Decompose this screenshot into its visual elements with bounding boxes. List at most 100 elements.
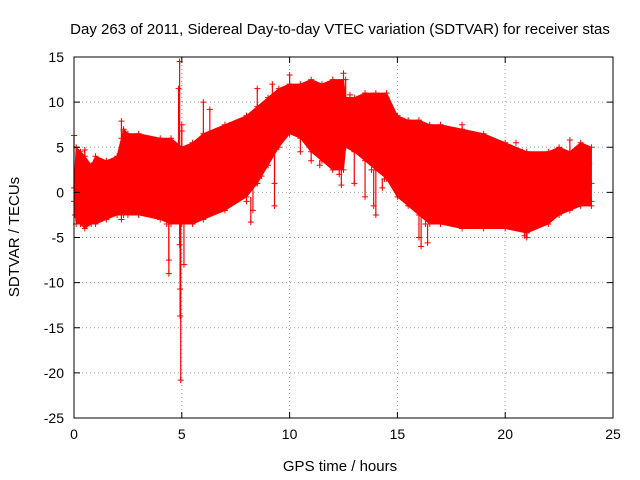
outlier-point	[258, 173, 265, 180]
outlier-point	[381, 175, 388, 182]
outlier-point	[351, 180, 358, 187]
outlier-point	[519, 148, 526, 155]
outlier-point	[405, 173, 412, 180]
edge-point	[265, 162, 272, 169]
outlier-point	[177, 313, 184, 320]
outlier-point	[556, 146, 563, 153]
edge-point	[114, 153, 121, 160]
y-tick-label: -25	[44, 410, 64, 426]
outlier-point	[163, 220, 170, 227]
edge-point	[577, 139, 584, 146]
edge-point	[459, 225, 466, 232]
outlier-point	[243, 198, 250, 205]
edge-point	[135, 211, 142, 218]
edge-point	[437, 121, 444, 128]
edge-point	[243, 112, 250, 119]
x-axis-label: GPS time / hours	[283, 458, 397, 475]
edge-point	[92, 220, 99, 227]
edge-point	[426, 121, 433, 128]
outlier-point	[566, 137, 573, 144]
edge-point	[189, 139, 196, 146]
edge-point	[124, 211, 131, 218]
edge-point	[286, 130, 293, 137]
y-tick-label: -15	[44, 320, 64, 336]
edge-point	[81, 225, 88, 232]
outlier-point	[362, 193, 369, 200]
edge-point	[77, 148, 84, 155]
x-tick-label: 20	[497, 426, 513, 442]
edge-point	[189, 220, 196, 227]
edge-point	[88, 162, 95, 169]
edge-point	[124, 130, 131, 137]
y-axis-label: SDTVAR / TECUs	[6, 177, 23, 297]
outlier-point	[206, 106, 213, 113]
outlier-point	[177, 377, 184, 384]
y-tick-label: 0	[56, 184, 64, 200]
edge-point	[103, 216, 110, 223]
y-tick-label: -10	[44, 275, 64, 291]
outlier-point	[459, 121, 466, 128]
edge-point	[351, 94, 358, 101]
edge-point	[502, 225, 509, 232]
outlier-point	[338, 182, 345, 189]
edge-point	[103, 157, 110, 164]
outlier-point	[586, 160, 593, 167]
outlier-point	[340, 70, 347, 77]
edge-point	[415, 117, 422, 124]
x-tick-label: 10	[282, 426, 298, 442]
outlier-point	[175, 85, 182, 92]
outlier-point	[81, 146, 88, 153]
outlier-point	[120, 128, 127, 135]
outlier-point	[297, 148, 304, 155]
outlier-point	[372, 211, 379, 218]
edge-point	[394, 112, 401, 119]
outlier-point	[118, 216, 125, 223]
edge-point	[77, 220, 84, 227]
edge-point	[200, 216, 207, 223]
edge-point	[329, 166, 336, 173]
outlier-point	[254, 180, 261, 187]
outlier-point	[165, 270, 172, 277]
outlier-point	[269, 81, 276, 88]
edge-point	[92, 153, 99, 160]
edge-point	[480, 130, 487, 137]
outlier-point	[286, 72, 293, 79]
outlier-point	[588, 198, 595, 205]
outlier-point	[308, 157, 315, 164]
edge-point	[221, 207, 228, 214]
outlier-point	[346, 91, 353, 98]
chart-title: Day 263 of 2011, Sidereal Day-to-day VTE…	[70, 21, 610, 38]
outlier-point	[424, 239, 431, 246]
outlier-point	[379, 184, 386, 191]
data-band	[73, 79, 592, 234]
outlier-point	[168, 148, 175, 155]
outlier-point	[512, 139, 519, 146]
edge-point	[329, 76, 336, 83]
x-tick-label: 0	[70, 426, 78, 442]
edge-point	[178, 220, 185, 227]
edge-point	[437, 220, 444, 227]
edge-point	[275, 85, 282, 92]
edge-point	[502, 139, 509, 146]
edge-point	[372, 90, 379, 97]
x-tick-label: 5	[178, 426, 186, 442]
outlier-point	[383, 94, 390, 101]
outlier-point	[418, 243, 425, 250]
edge-point	[135, 130, 142, 137]
outlier-point	[247, 219, 254, 226]
edge-point	[297, 81, 304, 88]
edge-point	[545, 220, 552, 227]
data-layer	[71, 58, 595, 384]
edge-point	[168, 135, 175, 142]
edge-point	[394, 193, 401, 200]
edge-point	[480, 225, 487, 232]
outlier-point	[422, 220, 429, 227]
y-tick-label: -5	[52, 230, 65, 246]
outlier-point	[200, 99, 207, 106]
outlier-point	[577, 148, 584, 155]
edge-point	[577, 202, 584, 209]
outlier-point	[72, 211, 79, 218]
outlier-point	[118, 118, 125, 125]
edge-point	[362, 90, 369, 97]
